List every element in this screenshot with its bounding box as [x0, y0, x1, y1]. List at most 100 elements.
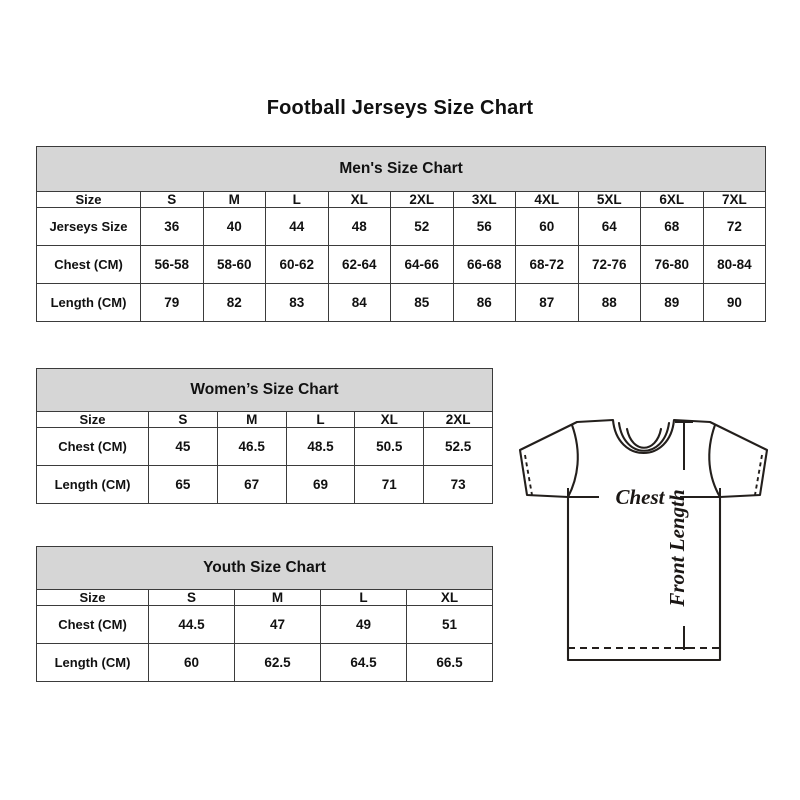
table-caption-row: Men's Size Chart — [35, 146, 767, 192]
column-header: M — [216, 411, 287, 428]
table-cell: 68-72 — [515, 245, 579, 284]
column-header: 2XL — [390, 191, 454, 208]
table-cell: 49 — [320, 605, 407, 644]
table-cell: 64-66 — [390, 245, 454, 284]
row-header: Length (CM) — [36, 283, 141, 322]
table-cell: 46.5 — [216, 427, 287, 466]
table-cell: 50.5 — [354, 427, 425, 466]
row-header: Chest (CM) — [36, 605, 149, 644]
womens-size-chart-table: Women’s Size Chart Size S M L XL 2XL Che… — [36, 368, 493, 504]
row-header: Length (CM) — [36, 465, 149, 504]
column-header: Size — [36, 411, 149, 428]
front-length-measure-label: Front Length — [665, 489, 689, 607]
womens-table-caption: Women’s Size Chart — [36, 368, 493, 412]
table-cell: 89 — [640, 283, 704, 322]
table-cell: 40 — [202, 207, 266, 246]
table-cell: 72 — [702, 207, 767, 246]
column-header: Size — [36, 191, 141, 208]
row-header: Length (CM) — [36, 643, 149, 682]
table-cell: 72-76 — [577, 245, 641, 284]
page-title: Football Jerseys Size Chart — [266, 97, 534, 119]
table-cell: 76-80 — [640, 245, 704, 284]
table-cell: 67 — [216, 465, 287, 504]
column-header: XL — [327, 191, 391, 208]
youth-table-caption: Youth Size Chart — [35, 546, 494, 590]
table-cell: 44 — [265, 207, 329, 246]
column-header: L — [265, 191, 329, 208]
table-cell: 47 — [234, 605, 321, 644]
mens-table-caption: Men's Size Chart — [35, 146, 767, 192]
table-cell: 64.5 — [320, 643, 407, 682]
table-cell: 56 — [452, 207, 516, 246]
table-cell: 60 — [148, 643, 235, 682]
table-cell: 79 — [140, 283, 204, 322]
table-cell: 71 — [354, 465, 425, 504]
table-cell: 73 — [423, 465, 493, 504]
table-cell: 88 — [577, 283, 641, 322]
jersey-measurement-diagram: Chest Front Length — [498, 398, 788, 683]
table-cell: 66.5 — [405, 643, 494, 682]
table-cell: 58-60 — [202, 245, 266, 284]
column-header: L — [285, 411, 356, 428]
table-cell: 80-84 — [702, 245, 767, 284]
table-cell: 51 — [405, 605, 494, 644]
table-row: Chest (CM) 45 46.5 48.5 50.5 52.5 — [36, 427, 493, 466]
table-cell: 44.5 — [148, 605, 235, 644]
table-cell: 66-68 — [452, 245, 516, 284]
row-header: Jerseys Size — [36, 207, 141, 246]
column-header: S — [148, 411, 218, 428]
column-header: Size — [36, 589, 149, 606]
table-header-row: Size S M L XL 2XL 3XL 4XL 5XL 6XL 7XL — [36, 191, 767, 208]
column-header: L — [320, 589, 407, 606]
table-cell: 45 — [148, 427, 218, 466]
table-cell: 48.5 — [285, 427, 356, 466]
table-cell: 52.5 — [423, 427, 493, 466]
table-cell: 52 — [390, 207, 454, 246]
table-header-row: Size S M L XL — [36, 589, 494, 606]
column-header: M — [234, 589, 321, 606]
column-header: S — [148, 589, 235, 606]
table-row: Chest (CM) 44.5 47 49 51 — [36, 605, 494, 644]
row-header: Chest (CM) — [36, 427, 149, 466]
table-cell: 90 — [702, 283, 767, 322]
table-header-row: Size S M L XL 2XL — [36, 411, 493, 428]
column-header: 7XL — [702, 191, 767, 208]
table-row: Length (CM) 65 67 69 71 73 — [36, 465, 493, 504]
table-cell: 65 — [148, 465, 218, 504]
column-header: 2XL — [423, 411, 493, 428]
table-cell: 60-62 — [265, 245, 329, 284]
column-header: XL — [354, 411, 425, 428]
table-row: Length (CM) 60 62.5 64.5 66.5 — [36, 643, 494, 682]
table-row: Jerseys Size 36 40 44 48 52 56 60 64 68 … — [36, 207, 767, 246]
table-row: Chest (CM) 56-58 58-60 60-62 62-64 64-66… — [36, 245, 767, 284]
table-cell: 62-64 — [327, 245, 391, 284]
table-caption-row: Women’s Size Chart — [36, 368, 493, 412]
column-header: 5XL — [577, 191, 641, 208]
table-row: Length (CM) 79 82 83 84 85 86 87 88 89 9… — [36, 283, 767, 322]
table-cell: 68 — [640, 207, 704, 246]
table-cell: 83 — [265, 283, 329, 322]
column-header: S — [140, 191, 204, 208]
table-cell: 82 — [202, 283, 266, 322]
column-header: 3XL — [452, 191, 516, 208]
mens-size-chart-table: Men's Size Chart Size S M L XL 2XL 3XL 4… — [35, 146, 767, 322]
table-cell: 84 — [327, 283, 391, 322]
column-header: 4XL — [515, 191, 579, 208]
table-cell: 62.5 — [234, 643, 321, 682]
table-cell: 56-58 — [140, 245, 204, 284]
table-cell: 85 — [390, 283, 454, 322]
table-cell: 48 — [327, 207, 391, 246]
table-cell: 36 — [140, 207, 204, 246]
table-cell: 64 — [577, 207, 641, 246]
table-cell: 69 — [285, 465, 356, 504]
table-cell: 86 — [452, 283, 516, 322]
chest-measure-label: Chest — [615, 485, 665, 509]
column-header: XL — [405, 589, 494, 606]
table-cell: 87 — [515, 283, 579, 322]
column-header: 6XL — [640, 191, 704, 208]
row-header: Chest (CM) — [36, 245, 141, 284]
column-header: M — [202, 191, 266, 208]
table-caption-row: Youth Size Chart — [35, 546, 494, 590]
table-cell: 60 — [515, 207, 579, 246]
youth-size-chart-table: Youth Size Chart Size S M L XL Chest (CM… — [35, 546, 494, 682]
